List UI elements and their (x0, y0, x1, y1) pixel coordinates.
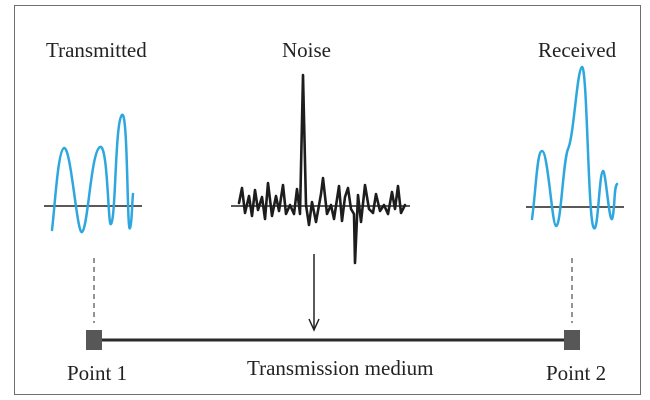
received-label: Received (538, 38, 617, 62)
point1-marker (86, 330, 102, 350)
noise-waveform (237, 73, 407, 265)
down-arrow-icon (308, 254, 320, 332)
point1-label: Point 1 (67, 361, 127, 385)
noise-signal (231, 73, 410, 265)
received-waveform (530, 65, 619, 230)
transmission-medium-label: Transmission medium (247, 356, 434, 380)
noise-label: Noise (282, 38, 331, 62)
received-signal (526, 65, 624, 230)
transmitted-waveform (50, 113, 135, 234)
transmitted-signal (44, 113, 142, 234)
point2-marker (564, 330, 580, 350)
figure-frame (14, 5, 641, 395)
point2-label: Point 2 (546, 361, 606, 385)
transmitted-label: Transmitted (46, 38, 147, 62)
